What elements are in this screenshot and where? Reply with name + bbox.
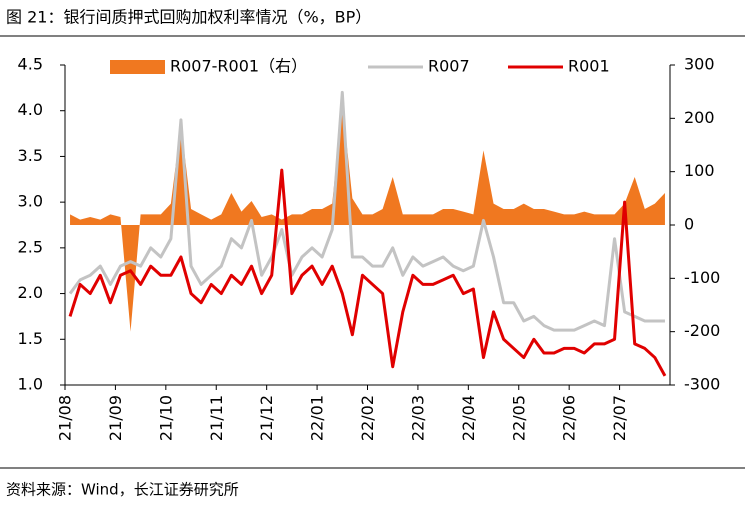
x-tick-label: 22/07: [610, 395, 629, 441]
x-tick-label: 21/12: [257, 395, 276, 441]
y-tick-label: 3.5: [18, 146, 43, 165]
legend-label: R007: [428, 57, 470, 76]
y2-tick-label: 0: [684, 215, 694, 234]
x-tick-label: 21/10: [156, 395, 175, 441]
y2-tick-label: -300: [684, 375, 720, 394]
y-tick-label: 1.5: [18, 329, 43, 348]
x-tick-label: 22/03: [408, 395, 427, 441]
x-tick-label: 22/06: [560, 395, 579, 441]
y2-tick-label: -100: [684, 268, 720, 287]
legend-swatch: [110, 60, 165, 74]
y-tick-label: 4.0: [18, 100, 43, 119]
area-series: [70, 102, 665, 332]
y2-tick-label: -200: [684, 321, 720, 340]
chart-title: 图 21：银行间质押式回购加权利率情况（%，BP）: [6, 8, 371, 27]
line-series: [68, 90, 665, 332]
source: 资料来源：Wind，长江证券研究所: [6, 481, 239, 499]
x-tick-label: 22/01: [308, 395, 327, 441]
x-tick-label: 21/09: [106, 395, 125, 441]
y-tick-label: 2.5: [18, 237, 43, 256]
y2-tick-label: 300: [684, 55, 715, 74]
y-tick-label: 2.0: [18, 283, 43, 302]
x-tick-label: 22/04: [459, 395, 478, 441]
x-tick-label: 22/02: [358, 395, 377, 441]
x-tick-label: 21/08: [56, 395, 75, 441]
x-tick-label: 22/05: [509, 395, 528, 441]
x-tick-label: 21/11: [207, 395, 226, 441]
y2-tick-label: 200: [684, 108, 715, 127]
legend-label: R007-R001（右）: [170, 57, 307, 76]
y2-tick-label: 100: [684, 161, 715, 180]
y-tick-label: 4.5: [18, 55, 43, 74]
y-tick-label: 1.0: [18, 375, 43, 394]
y-tick-label: 3.0: [18, 192, 43, 211]
legend-label: R001: [568, 57, 610, 76]
line-series: [68, 168, 667, 377]
